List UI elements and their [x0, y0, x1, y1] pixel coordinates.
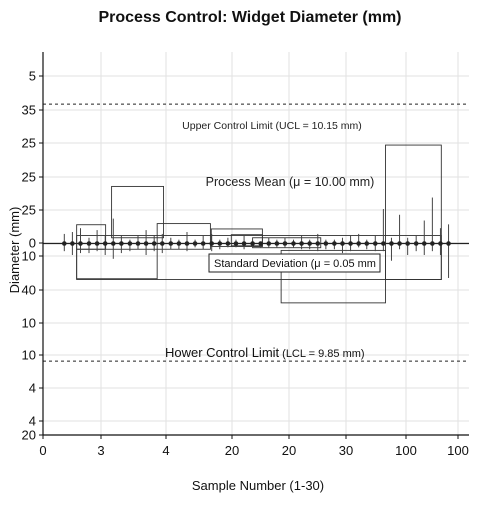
- bracket-box: [230, 234, 263, 247]
- data-point: [151, 241, 157, 246]
- x-tick-label: 30: [339, 443, 353, 458]
- x-axis-ticks: 0 3 4 20 20 30 100 100: [39, 435, 469, 458]
- y-tick-label: 25: [22, 136, 36, 151]
- mean-label: Process Mean (μ = 10.00 mm): [206, 175, 375, 189]
- chart-title: Process Control: Widget Diameter (mm): [98, 9, 401, 26]
- data-point: [307, 241, 312, 246]
- data-point: [340, 241, 345, 246]
- std-label: Standard Deviation (μ = 0.05 mm: [214, 258, 376, 270]
- x-tick-label: 100: [395, 443, 417, 458]
- data-point: [225, 241, 231, 246]
- y-tick-label: 4: [29, 381, 36, 396]
- y-tick-label: 40: [22, 283, 36, 298]
- data-point: [86, 241, 92, 246]
- data-point: [266, 241, 272, 246]
- data-point: [184, 241, 190, 246]
- data-point: [438, 241, 443, 246]
- data-point: [282, 241, 288, 246]
- std-label-box: [208, 253, 381, 273]
- y-tick-label: 10: [22, 249, 36, 264]
- data-point: [168, 241, 174, 246]
- y-tick-label: 5: [29, 69, 36, 84]
- y-axis-label: Diameter (mm): [7, 207, 22, 294]
- data-point: [119, 241, 124, 246]
- annotations: Upper Control Limit (UCL = 10.15 mm) Pro…: [165, 120, 381, 360]
- data-point: [143, 241, 149, 246]
- data-point: [405, 241, 410, 246]
- data-point: [348, 241, 353, 246]
- data-point: [315, 241, 321, 246]
- y-tick-label: 20: [22, 428, 36, 443]
- data-point: [258, 241, 263, 246]
- data-point: [291, 241, 296, 246]
- data-point: [274, 241, 280, 246]
- data-point: [209, 241, 214, 246]
- lcl-label: Hower Control Limit (LCL = 9.85 mm): [165, 345, 365, 360]
- data-point: [176, 241, 182, 246]
- data-point: [421, 241, 427, 246]
- data-point: [70, 241, 75, 246]
- data-point: [233, 241, 239, 246]
- data-point: [94, 241, 100, 246]
- data-point: [62, 241, 67, 246]
- data-series: [62, 197, 451, 278]
- data-point: [356, 241, 361, 246]
- data-point: [413, 241, 419, 246]
- data-point: [372, 241, 378, 246]
- bracket-box: [156, 223, 211, 250]
- x-tick-label: 3: [97, 443, 104, 458]
- data-point: [389, 241, 394, 246]
- data-point: [217, 241, 223, 246]
- lcl-label-main: Hower Control Limit: [165, 345, 280, 360]
- lcl-label-value: (LCL = 9.85 mm): [282, 348, 364, 360]
- x-tick-label: 20: [282, 443, 296, 458]
- y-tick-label: 25: [22, 170, 36, 185]
- data-point: [127, 241, 133, 246]
- data-point: [299, 241, 304, 246]
- x-tick-label: 20: [225, 443, 239, 458]
- data-point: [397, 241, 402, 246]
- data-point: [192, 241, 198, 246]
- data-point: [381, 241, 386, 246]
- ucl-label: Upper Control Limit (UCL = 10.15 mm): [182, 120, 362, 132]
- data-point: [364, 241, 370, 246]
- data-point: [159, 241, 165, 246]
- data-point: [332, 241, 337, 246]
- data-point: [430, 241, 435, 246]
- y-tick-label: 10: [22, 316, 36, 331]
- data-point: [200, 241, 206, 246]
- data-point: [446, 241, 451, 246]
- y-tick-label: 35: [22, 103, 36, 118]
- x-tick-label: 100: [447, 443, 469, 458]
- data-point: [250, 241, 255, 246]
- data-point: [323, 241, 329, 246]
- data-point: [110, 241, 116, 246]
- y-tick-label: 0: [29, 236, 36, 251]
- x-axis-label: Sample Number (1-30): [192, 478, 324, 493]
- x-tick-label: 4: [162, 443, 169, 458]
- bracket-box: [385, 144, 442, 280]
- y-tick-label: 4: [29, 414, 36, 429]
- data-point: [241, 241, 247, 246]
- data-point: [102, 241, 108, 246]
- y-tick-label: 25: [22, 203, 36, 218]
- data-point: [135, 241, 141, 246]
- x-tick-label: 0: [39, 443, 46, 458]
- y-tick-label: 10: [22, 348, 36, 363]
- data-point: [78, 241, 83, 246]
